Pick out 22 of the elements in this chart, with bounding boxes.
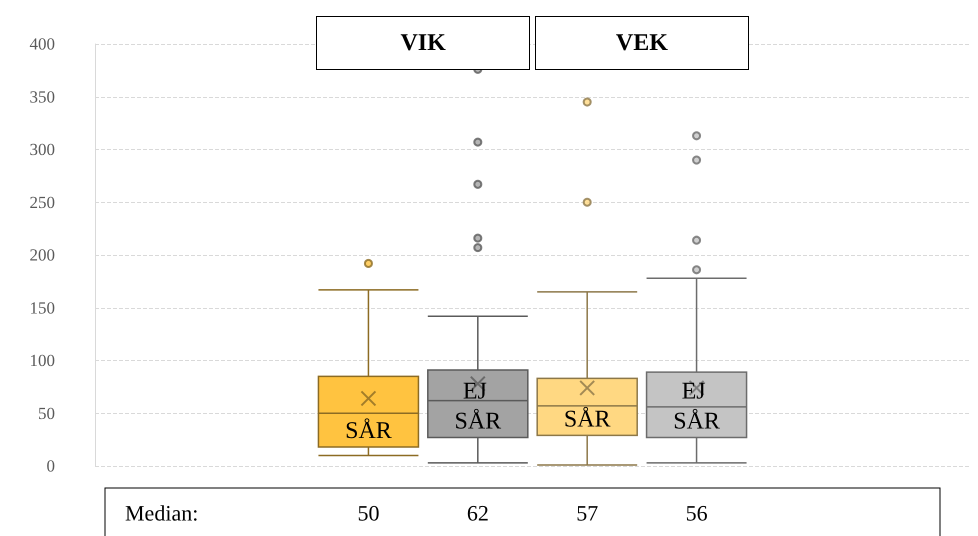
x-tick-label: EJ SÅR [673,378,720,435]
y-tick-label: 350 [30,87,55,106]
annotation: VEK [616,30,668,56]
text: 62 [466,500,489,526]
y-tick-label: 400 [30,34,55,54]
x-tick-label: SÅR [564,406,611,432]
label-box: VIK [316,16,530,70]
y-tick-label: 250 [30,192,55,212]
text: 57 [576,500,598,526]
label-box: VEK [534,16,749,70]
text: 56 [686,500,708,526]
text: Median: [125,500,198,526]
x-tick-label: SÅR [345,418,392,444]
text: 50 [357,500,380,526]
y-tick-label: 0 [46,456,55,476]
annotation: VIK [400,30,446,56]
y-tick-label: 50 [38,404,55,423]
y-tick-label: 100 [30,351,55,370]
y-tick-label: 150 [30,298,55,318]
x-tick-label: EJ SÅR [454,378,502,435]
y-tick-label: 300 [30,140,55,159]
y-tick-label: 200 [30,246,55,264]
